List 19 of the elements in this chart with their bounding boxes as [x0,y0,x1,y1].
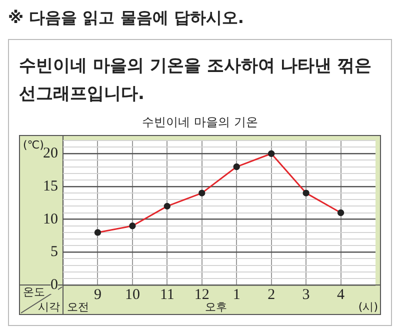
y-tick-label: 20 [43,146,58,162]
text: 오후 [204,300,227,314]
y-tick-label: 15 [43,178,58,194]
chart-title: 수빈이네 마을의 기온 [141,114,259,131]
y-tick-label: 5 [50,244,58,260]
text: 수빈이네 마을의 기온을 조사하여 나타낸 꺾은선그래프입니다. [19,55,373,106]
x-tick-label: 10 [124,286,140,303]
x-tick-label: 4 [337,286,346,303]
x-axis-title: (시) [358,300,378,314]
x-tick-label: 3 [302,286,310,303]
text: 오전 [67,300,89,314]
text: ※ 다음을 읽고 물음에 답하시오. [8,8,245,29]
x-tick-label: 11 [160,286,174,303]
y-tick-label: 10 [43,211,58,228]
y-axis-title: (℃) [23,138,44,152]
x-tick-label: 12 [194,286,210,303]
x-tick-label: 2 [268,286,276,303]
x-tick-label: 1 [232,286,240,303]
x-tick-label: 9 [94,286,102,303]
